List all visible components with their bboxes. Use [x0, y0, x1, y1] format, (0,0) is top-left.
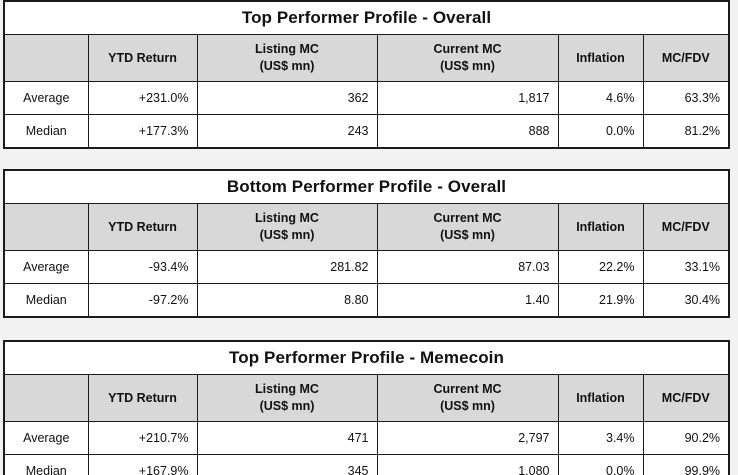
col-header-mc-fdv: MC/FDV [642, 34, 730, 82]
cell-current-mc: 888 [376, 114, 559, 149]
col-header-unit: (US$ mn) [440, 59, 495, 73]
col-header-inflation: Inflation [557, 34, 644, 82]
col-header-label: YTD Return [108, 219, 177, 234]
col-header-label: Listing MC [255, 382, 319, 396]
cell-listing-mc: 243 [196, 114, 378, 149]
cell-listing-mc: 281.82 [196, 250, 378, 284]
cell-listing-mc: 362 [196, 81, 378, 115]
col-header-label: Inflation [576, 219, 625, 234]
cell-ytd-return: +177.3% [87, 114, 198, 149]
row-label: Average [3, 250, 89, 284]
col-header-label: Listing MC [255, 42, 319, 56]
col-header-unit: (US$ mn) [440, 228, 495, 242]
col-header-label: Current MC [433, 382, 502, 396]
corner-cell [3, 203, 89, 251]
corner-cell [3, 374, 89, 422]
col-header-current-mc: Current MC (US$ mn) [376, 374, 559, 422]
col-header-inflation: Inflation [557, 203, 644, 251]
cell-current-mc: 1,080 [376, 454, 559, 475]
col-header-unit: (US$ mn) [259, 228, 315, 242]
cell-current-mc: 87.03 [376, 250, 559, 284]
col-header-listing-mc: Listing MC (US$ mn) [196, 203, 378, 251]
cell-mc-fdv: 63.3% [642, 81, 730, 115]
col-header-label: Current MC [433, 211, 502, 225]
cell-inflation: 3.4% [557, 421, 644, 455]
col-header-label: MC/FDV [661, 390, 710, 405]
corner-cell [3, 34, 89, 82]
col-header-ytd-return: YTD Return [87, 203, 198, 251]
col-header-label: Listing MC [255, 211, 319, 225]
col-header-label: YTD Return [108, 50, 177, 65]
cell-ytd-return: +231.0% [87, 81, 198, 115]
col-header-inflation: Inflation [557, 374, 644, 422]
cell-ytd-return: -97.2% [87, 283, 198, 318]
row-label: Median [3, 114, 89, 149]
col-header-unit: (US$ mn) [259, 399, 315, 413]
col-header-current-mc: Current MC (US$ mn) [376, 203, 559, 251]
table-title: Top Performer Profile - Memecoin [3, 340, 730, 375]
col-header-label: Inflation [576, 50, 625, 65]
cell-inflation: 21.9% [557, 283, 644, 318]
table-row-average: Average +231.0% 362 1,817 4.6% 63.3% [3, 81, 730, 115]
cell-current-mc: 1,817 [376, 81, 559, 115]
row-label: Median [3, 283, 89, 318]
col-header-ytd-return: YTD Return [87, 374, 198, 422]
cell-mc-fdv: 81.2% [642, 114, 730, 149]
col-header-mc-fdv: MC/FDV [642, 374, 730, 422]
table-row-average: Average -93.4% 281.82 87.03 22.2% 33.1% [3, 250, 730, 284]
table-header-row: YTD Return Listing MC (US$ mn) Current MC… [3, 203, 730, 251]
cell-current-mc: 1.40 [376, 283, 559, 318]
col-header-listing-mc: Listing MC (US$ mn) [196, 34, 378, 82]
table-title-row: Bottom Performer Profile - Overall [3, 169, 730, 204]
cell-listing-mc: 8.80 [196, 283, 378, 318]
col-header-ytd-return: YTD Return [87, 34, 198, 82]
cell-listing-mc: 471 [196, 421, 378, 455]
cell-mc-fdv: 99.9% [642, 454, 730, 475]
cell-ytd-return: +167.9% [87, 454, 198, 475]
cell-inflation: 0.0% [557, 454, 644, 475]
row-label: Median [3, 454, 89, 475]
table-title-row: Top Performer Profile - Overall [3, 0, 730, 35]
cell-current-mc: 2,797 [376, 421, 559, 455]
col-header-listing-mc: Listing MC (US$ mn) [196, 374, 378, 422]
cell-ytd-return: +210.7% [87, 421, 198, 455]
cell-listing-mc: 345 [196, 454, 378, 475]
table-top-performer-overall: Top Performer Profile - Overall YTD Retu… [3, 0, 731, 149]
col-header-label: MC/FDV [661, 50, 710, 65]
cell-inflation: 4.6% [557, 81, 644, 115]
col-header-label: Current MC [433, 42, 502, 56]
col-header-mc-fdv: MC/FDV [642, 203, 730, 251]
row-label: Average [3, 421, 89, 455]
table-title: Top Performer Profile - Overall [3, 0, 730, 35]
cell-inflation: 0.0% [557, 114, 644, 149]
cell-mc-fdv: 90.2% [642, 421, 730, 455]
table-title-row: Top Performer Profile - Memecoin [3, 340, 730, 375]
table-header-row: YTD Return Listing MC (US$ mn) Current MC… [3, 374, 730, 422]
cell-ytd-return: -93.4% [87, 250, 198, 284]
col-header-label: Inflation [576, 390, 625, 405]
table-row-median: Median -97.2% 8.80 1.40 21.9% 30.4% [3, 283, 730, 318]
col-header-unit: (US$ mn) [440, 399, 495, 413]
cell-mc-fdv: 33.1% [642, 250, 730, 284]
col-header-label: YTD Return [108, 390, 177, 405]
table-title: Bottom Performer Profile - Overall [3, 169, 730, 204]
col-header-label: MC/FDV [661, 219, 710, 234]
col-header-current-mc: Current MC (US$ mn) [376, 34, 559, 82]
cell-mc-fdv: 30.4% [642, 283, 730, 318]
row-label: Average [3, 81, 89, 115]
table-row-average: Average +210.7% 471 2,797 3.4% 90.2% [3, 421, 730, 455]
cell-inflation: 22.2% [557, 250, 644, 284]
col-header-unit: (US$ mn) [259, 59, 315, 73]
table-top-performer-memecoin: Top Performer Profile - Memecoin YTD Ret… [3, 340, 731, 475]
table-row-median: Median +167.9% 345 1,080 0.0% 99.9% [3, 454, 730, 475]
table-row-median: Median +177.3% 243 888 0.0% 81.2% [3, 114, 730, 149]
table-header-row: YTD Return Listing MC (US$ mn) Current MC… [3, 34, 730, 82]
table-bottom-performer-overall: Bottom Performer Profile - Overall YTD R… [3, 169, 731, 318]
